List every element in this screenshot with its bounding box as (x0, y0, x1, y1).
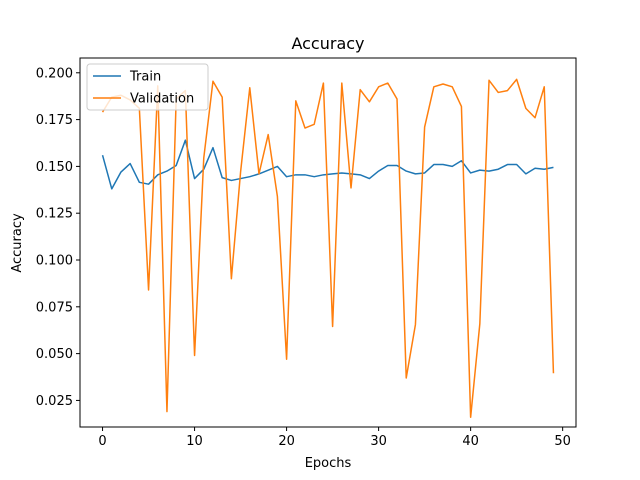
x-tick-label: 40 (462, 434, 479, 449)
legend-label-validation: Validation (130, 92, 194, 107)
y-tick-label: 0.075 (36, 300, 73, 315)
chart-title: Accuracy (291, 34, 364, 53)
x-tick-label: 50 (554, 434, 571, 449)
legend-label-train: Train (129, 70, 161, 85)
legend: Train Validation (86, 63, 209, 111)
plot-frame (79, 57, 577, 428)
y-tick-label: 0.100 (36, 254, 73, 269)
x-axis-label: Epochs (305, 456, 352, 471)
x-axis-ticks: 0 10 20 30 40 50 (98, 427, 571, 449)
series-line-train (101, 139, 554, 190)
y-tick-label: 0.150 (36, 160, 73, 175)
x-tick-label: 10 (186, 434, 203, 449)
y-tick-label: 0.125 (36, 207, 73, 222)
x-tick-label: 20 (278, 434, 295, 449)
x-tick-label: 0 (98, 434, 106, 449)
y-tick-label: 0.050 (36, 347, 73, 362)
y-tick-label: 0.200 (36, 66, 73, 81)
y-tick-label: 0.025 (36, 394, 73, 409)
y-axis-label: Accuracy (10, 213, 25, 273)
y-tick-label: 0.175 (36, 113, 73, 128)
y-axis-ticks: 0.025 0.050 0.075 0.100 0.125 0.150 0.175 0.200 (36, 66, 80, 409)
x-tick-label: 30 (370, 434, 387, 449)
